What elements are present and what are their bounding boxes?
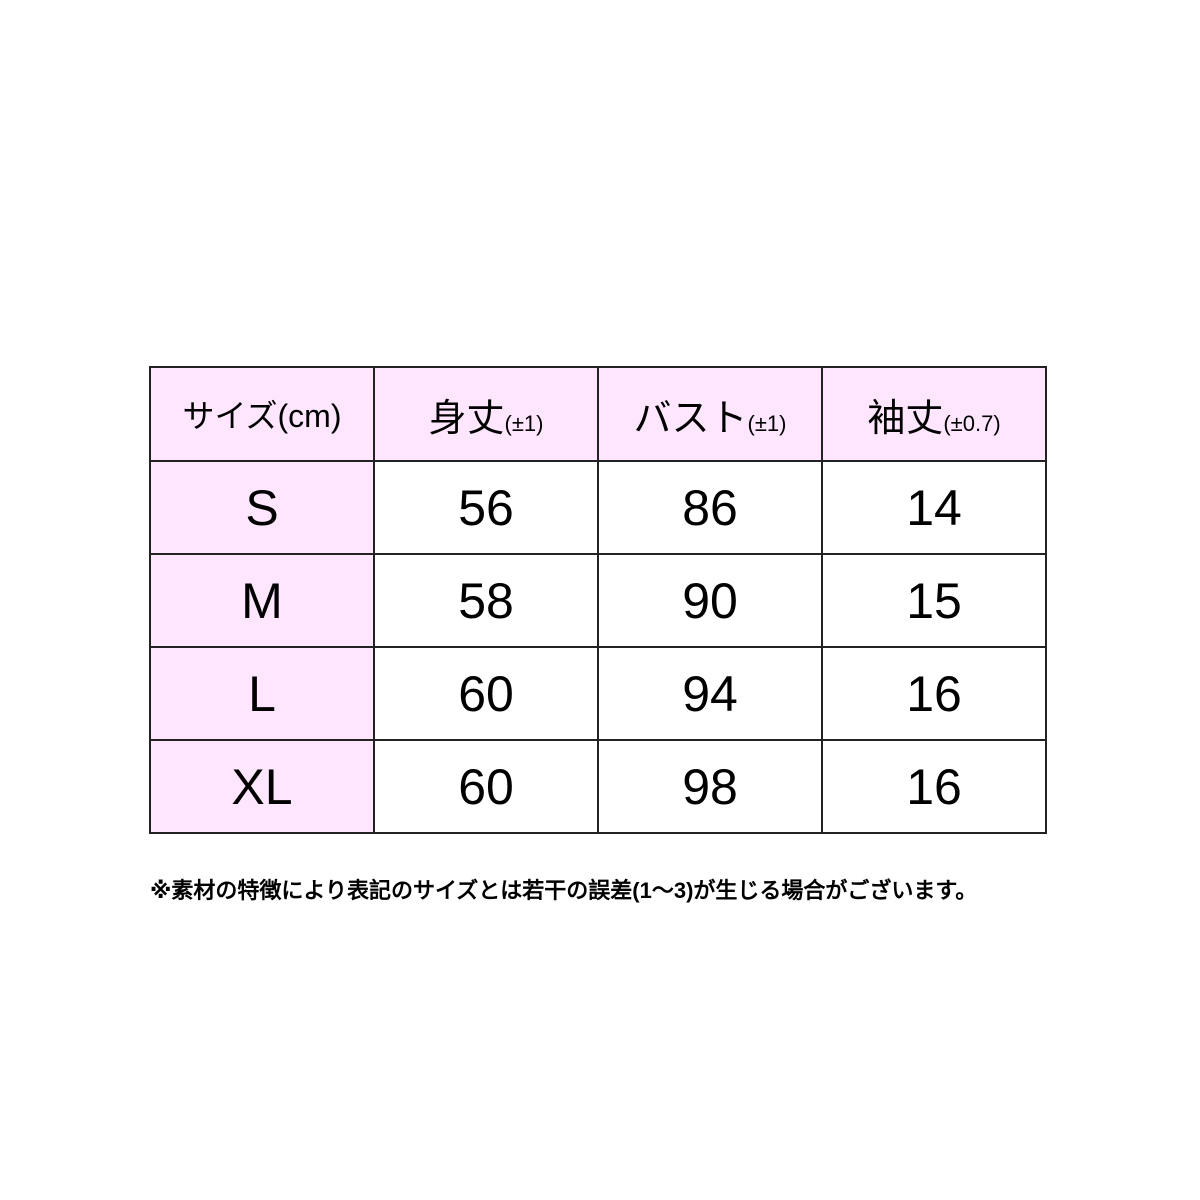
measurement-note: ※素材の特徴により表記のサイズとは若干の誤差(1～3)が生じる場合がございます。 (150, 878, 978, 903)
sleeve-cell: 14 (821, 460, 1047, 555)
sleeve-cell: 16 (821, 646, 1047, 741)
table-row: M 58 90 15 (149, 553, 1047, 648)
header-label: 身丈 (428, 397, 505, 440)
table-row: XL 60 98 16 (149, 739, 1047, 834)
size-cell: L (149, 646, 375, 741)
size-cell: S (149, 460, 375, 555)
length-cell: 58 (373, 553, 599, 648)
header-label: バスト (633, 397, 748, 440)
sleeve-cell: 16 (821, 739, 1047, 834)
size-cell: XL (149, 739, 375, 834)
header-length: 身丈(±1) (373, 366, 599, 462)
header-tolerance: (±1) (504, 410, 544, 436)
header-bust: バスト(±1) (597, 366, 823, 462)
table-row: L 60 94 16 (149, 646, 1047, 741)
sleeve-cell: 15 (821, 553, 1047, 648)
length-cell: 60 (373, 646, 599, 741)
size-cell: M (149, 553, 375, 648)
header-row: サイズ(cm) 身丈(±1) バスト(±1) 袖丈(±0.7) (149, 366, 1047, 462)
length-cell: 60 (373, 739, 599, 834)
header-label: サイズ(cm) (182, 398, 342, 434)
bust-cell: 90 (597, 553, 823, 648)
table-row: S 56 86 14 (149, 460, 1047, 555)
bust-cell: 98 (597, 739, 823, 834)
header-size: サイズ(cm) (149, 366, 375, 462)
header-label: 袖丈 (867, 397, 944, 440)
size-table: サイズ(cm) 身丈(±1) バスト(±1) 袖丈(±0.7) S 56 86 … (149, 366, 1047, 834)
bust-cell: 86 (597, 460, 823, 555)
length-cell: 56 (373, 460, 599, 555)
header-sleeve: 袖丈(±0.7) (821, 366, 1047, 462)
header-tolerance: (±1) (747, 410, 787, 436)
header-tolerance: (±0.7) (943, 410, 1001, 436)
bust-cell: 94 (597, 646, 823, 741)
